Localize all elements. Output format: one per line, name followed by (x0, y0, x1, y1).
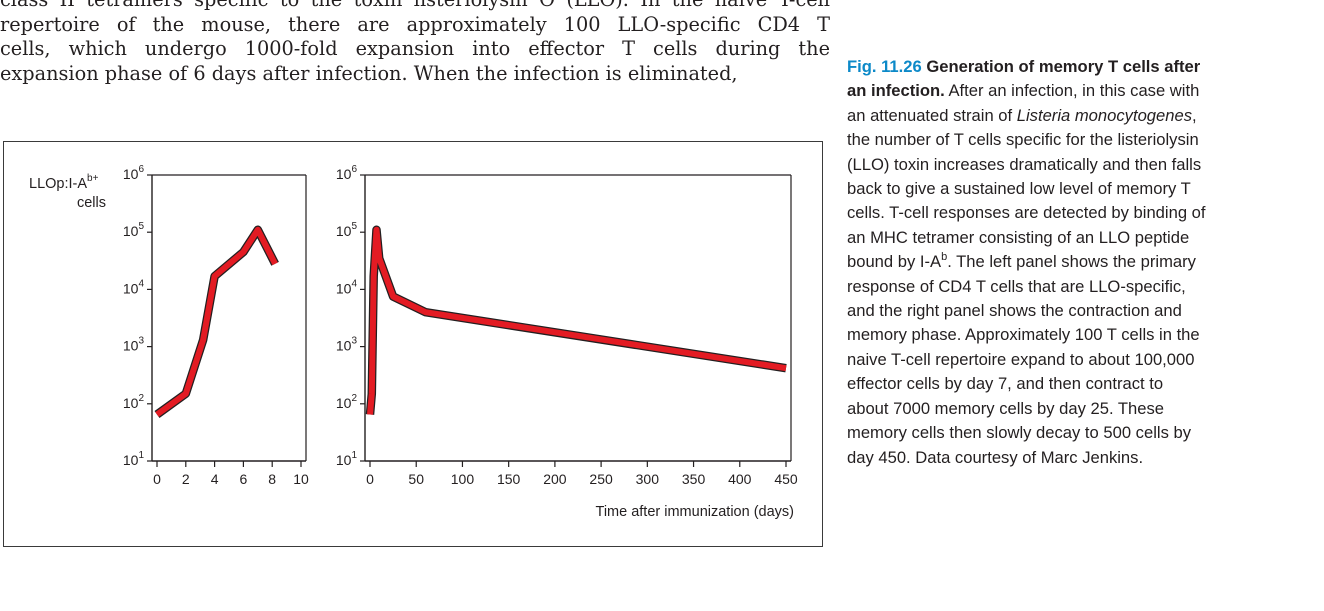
y-tick-label: 102 (336, 393, 358, 411)
y-tick-label: 106 (123, 164, 145, 182)
y-tick-label: 101 (123, 450, 145, 468)
x-tick-label: 150 (497, 471, 521, 487)
x-tick-label: 250 (589, 471, 613, 487)
y-tick-label: 104 (336, 278, 358, 296)
y-tick-label: 105 (336, 221, 358, 239)
x-tick-label: 100 (451, 471, 475, 487)
y-axis-label-line2: cells (77, 195, 106, 211)
figure-title: Generation of memory T cells after an in… (847, 57, 1201, 101)
y-tick-label: 105 (123, 221, 145, 239)
x-tick-label: 6 (240, 471, 248, 487)
body-text-line: cells, which undergo 1000-fold expansion… (0, 37, 830, 60)
plot-area (152, 175, 306, 461)
figure-charts: 101 102 103 104 105 106 0 2 4 6 8 10 LLOp:I-Ab+ cells… (29, 164, 798, 520)
x-tick-label: 50 (408, 471, 424, 487)
caption-superscript: b (941, 250, 948, 263)
y-tick-label: 101 (336, 450, 358, 468)
caption-text: , the number of T cells specific for the… (847, 105, 1206, 272)
x-tick-label: 10 (293, 471, 309, 487)
y-tick-label: 103 (123, 336, 145, 354)
x-tick-label: 200 (543, 471, 567, 487)
figure-panel: 101 102 103 104 105 106 0 2 4 6 8 10 LLOp:I-Ab+ cells… (3, 141, 823, 547)
y-axis-label: LLOp:I-Ab+ (29, 173, 99, 192)
caption-text: After an infection, in this case with an… (847, 81, 1200, 125)
y-tick-label: 102 (123, 393, 145, 411)
y-tick-label: 103 (336, 336, 358, 354)
body-text-line: expansion phase of 6 days after infectio… (0, 61, 738, 85)
x-tick-label: 300 (636, 471, 660, 487)
body-text: class II tetramers specific to the toxin… (0, 0, 830, 86)
body-text-line: class II tetramers specific to the toxin… (0, 0, 830, 13)
x-tick-label: 8 (268, 471, 276, 487)
x-tick-label: 0 (366, 471, 374, 487)
figure-number: Fig. 11.26 (847, 57, 922, 76)
figure-caption: Fig. 11.26 Generation of memory T cells … (847, 55, 1207, 470)
plot-area (365, 175, 791, 461)
caption-text: . The left panel shows the primary respo… (847, 252, 1200, 467)
series-line (367, 226, 787, 415)
y-tick-label: 104 (123, 278, 145, 296)
x-tick-label: 2 (182, 471, 190, 487)
series-line (155, 226, 278, 417)
caption-italic-text: Listeria monocytogenes (1016, 105, 1193, 125)
body-text-line: repertoire of the mouse, there are appro… (0, 12, 830, 36)
x-tick-label: 4 (211, 471, 219, 487)
x-tick-label: 450 (774, 471, 798, 487)
x-tick-label: 0 (153, 471, 161, 487)
x-tick-label: 400 (728, 471, 752, 487)
x-axis-label: Time after immunization (days) (596, 504, 795, 520)
y-tick-label: 106 (336, 164, 358, 182)
x-tick-label: 350 (682, 471, 706, 487)
